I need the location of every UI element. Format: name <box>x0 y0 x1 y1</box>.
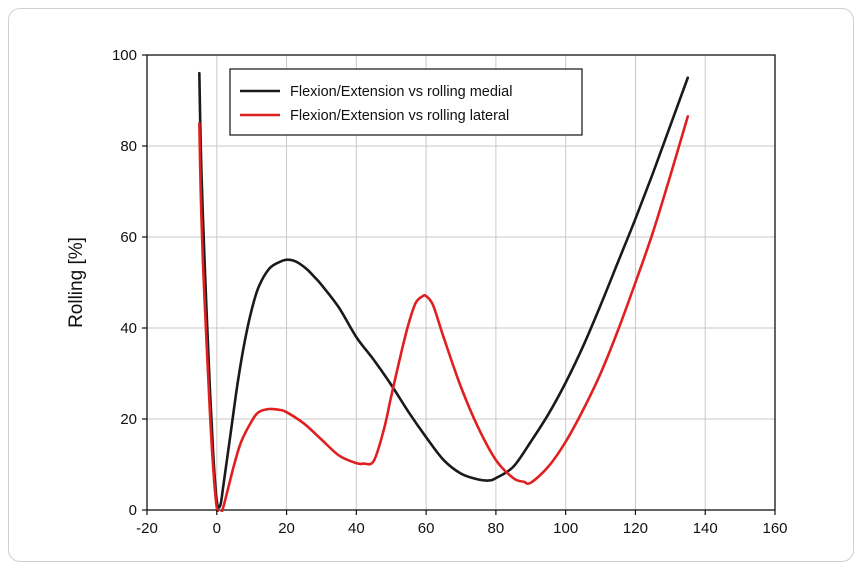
y-axis-title: Rolling [%] <box>66 237 87 328</box>
x-tick-label: 80 <box>488 520 505 537</box>
series-line-medial <box>198 71 690 509</box>
x-tick-label: 0 <box>213 520 221 537</box>
x-tick-label: 20 <box>278 520 295 537</box>
legend-label: Flexion/Extension vs rolling medial <box>290 84 512 100</box>
series-layer <box>198 71 690 512</box>
x-tick-label: -20 <box>136 520 158 537</box>
plot-area <box>146 54 776 511</box>
y-tick-label: 100 <box>112 47 137 64</box>
legend-box <box>229 68 583 136</box>
x-tick-label: 120 <box>623 520 648 537</box>
y-tick-label: 80 <box>120 138 137 155</box>
y-tick-label: 20 <box>120 411 137 428</box>
legend: Flexion/Extension vs rolling medial Flexi… <box>229 68 583 136</box>
x-tick-label: 100 <box>553 520 578 537</box>
x-tick-label: 40 <box>348 520 365 537</box>
x-tick-label: 140 <box>693 520 718 537</box>
series-line-lateral <box>198 115 690 512</box>
x-tick-label: 60 <box>418 520 435 537</box>
legend-label: Flexion/Extension vs rolling lateral <box>290 108 509 124</box>
y-tick-label: 0 <box>129 502 137 519</box>
y-tick-label: 60 <box>120 229 137 246</box>
y-tick-label: 40 <box>120 320 137 337</box>
x-tick-label: 160 <box>762 520 787 537</box>
